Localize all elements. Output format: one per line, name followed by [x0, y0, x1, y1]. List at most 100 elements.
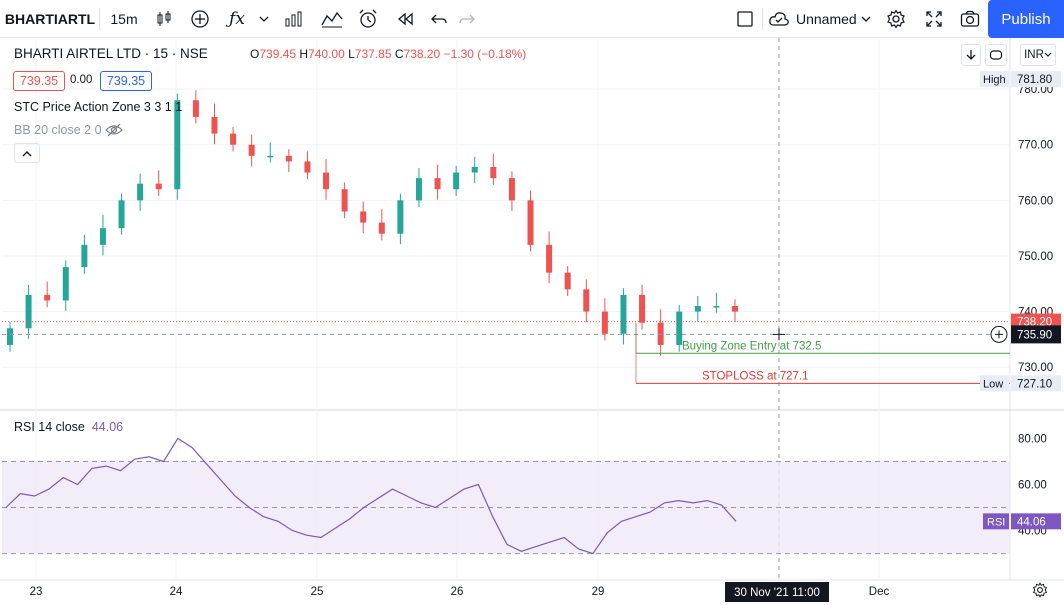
ohlc-values: O739.45 H740.00 L737.85 C738.20 −1.30 (−… — [250, 47, 526, 61]
add-symbol-icon[interactable] — [184, 0, 216, 38]
settings-icon[interactable] — [880, 0, 912, 38]
candle-down — [211, 116, 218, 134]
high-tag: High — [983, 74, 1006, 86]
alert-icon[interactable] — [352, 0, 384, 38]
candle-down — [657, 322, 664, 345]
layout-name: Unnamed — [796, 11, 857, 27]
candle-up — [471, 166, 478, 173]
rsi-last-bg — [1011, 513, 1061, 530]
rsi-tag-bg — [983, 513, 1009, 530]
time-tick-label: 25 — [311, 586, 324, 598]
candle-up — [453, 172, 460, 190]
chart-title: BHARTI AIRTEL LTD · 15 · NSE — [14, 46, 208, 61]
candle-down — [601, 311, 608, 334]
candle-down — [323, 172, 330, 190]
price-tick-label: 730.00 — [1018, 362, 1053, 374]
templates-icon[interactable] — [278, 0, 310, 38]
candle-down — [285, 155, 292, 162]
rsi-tick-label: 80.00 — [1018, 433, 1047, 445]
sell-button[interactable]: 739.35 — [13, 71, 65, 91]
time-tick-label: 23 — [30, 586, 43, 598]
chevron-up-icon — [22, 150, 32, 156]
symbol-search-button[interactable]: BHARTIARTL — [4, 11, 96, 27]
low-tag-bg — [980, 375, 1009, 392]
dropdown-icon[interactable] — [254, 0, 274, 38]
candle-up — [81, 244, 88, 268]
buy-zone-label: Buying Zone Entry at 732.5 — [682, 340, 821, 352]
rsi-value: 44.06 — [91, 420, 124, 434]
open-value: 739.45 — [259, 47, 297, 61]
candle-down — [527, 200, 534, 245]
candle-down — [583, 289, 590, 312]
layout-name-button[interactable]: Unnamed — [768, 0, 857, 38]
scale-down-button[interactable] — [961, 44, 981, 66]
candle-up — [7, 328, 13, 345]
candle-down — [564, 272, 571, 290]
candle-up — [99, 228, 106, 245]
time-tick-label: 29 — [592, 586, 605, 598]
layout-icon[interactable] — [730, 0, 760, 38]
crosshair-price-label: 735.90 — [1017, 329, 1052, 341]
fullscreen-icon[interactable] — [918, 0, 950, 38]
rsi-line — [5, 437, 737, 555]
time-tick-label: Dec — [869, 586, 890, 598]
layout-dropdown-icon[interactable] — [856, 0, 876, 38]
candle-down — [304, 161, 311, 173]
interval-button[interactable]: 15m — [110, 11, 138, 27]
toolbar-divider — [99, 8, 100, 30]
rsi-tick-label: 60.00 — [1018, 479, 1047, 491]
undo-icon[interactable] — [424, 0, 454, 38]
candle-down — [192, 100, 199, 117]
replay-icon[interactable] — [390, 0, 420, 38]
time-tick-label: 26 — [451, 586, 464, 598]
candle-up — [118, 200, 125, 229]
indicator-bb-label[interactable]: BB 20 close 2 0 — [14, 123, 102, 137]
chevron-down-icon — [1044, 52, 1052, 57]
candle-down — [155, 183, 162, 190]
change-value: −1.30 (−0.18%) — [443, 47, 527, 61]
candle-up — [174, 100, 181, 190]
candle-down — [378, 222, 385, 234]
cloud-icon — [768, 10, 790, 28]
candle-down — [44, 294, 51, 301]
collapse-legend-button[interactable] — [14, 143, 40, 163]
indicator-stc-label[interactable]: STC Price Action Zone 3 3 1 1 — [14, 100, 183, 114]
top-toolbar: BHARTIARTL 15m ƒx Unnamed — [0, 0, 1064, 38]
arrow-down-icon — [966, 50, 976, 60]
candle-up — [137, 183, 144, 201]
candles-icon[interactable] — [148, 0, 180, 38]
high-price-label: 781.80 — [1017, 74, 1052, 86]
redo-icon[interactable] — [452, 0, 482, 38]
time-tick-label: 24 — [170, 586, 183, 598]
price-tick-label: 780.00 — [1018, 84, 1053, 96]
hidden-eye-icon[interactable] — [105, 123, 123, 142]
candle-down — [341, 189, 348, 212]
crosshair-price-bg — [1011, 325, 1061, 344]
high-tag-bg — [980, 71, 1009, 88]
candle-up — [676, 311, 683, 345]
candle-up — [620, 294, 627, 334]
price-tick-label: 750.00 — [1018, 251, 1053, 263]
buy-button[interactable]: 739.35 — [100, 71, 152, 91]
low-label: L — [348, 47, 355, 61]
candle-up — [694, 306, 701, 312]
candle-up — [713, 306, 720, 308]
low-value: 737.85 — [354, 47, 392, 61]
rsi-legend[interactable]: RSI 14 close 44.06 — [14, 420, 123, 434]
rsi-last-value: 44.06 — [1017, 516, 1046, 528]
camera-icon[interactable] — [954, 0, 986, 38]
publish-button[interactable]: Publish — [988, 0, 1064, 38]
candle-down — [546, 244, 553, 273]
close-value: 738.20 — [403, 47, 441, 61]
candle-down — [230, 133, 237, 145]
scale-settings-icon[interactable] — [1032, 582, 1048, 603]
currency-button[interactable]: INR — [1020, 44, 1056, 66]
candle-down — [639, 294, 646, 323]
candle-down — [360, 211, 367, 223]
spread-value: 0.00 — [70, 74, 93, 86]
auto-scale-button[interactable] — [985, 44, 1007, 66]
compare-icon[interactable] — [316, 0, 348, 38]
indicators-icon[interactable]: ƒx — [229, 9, 245, 29]
candle-up — [415, 178, 422, 201]
